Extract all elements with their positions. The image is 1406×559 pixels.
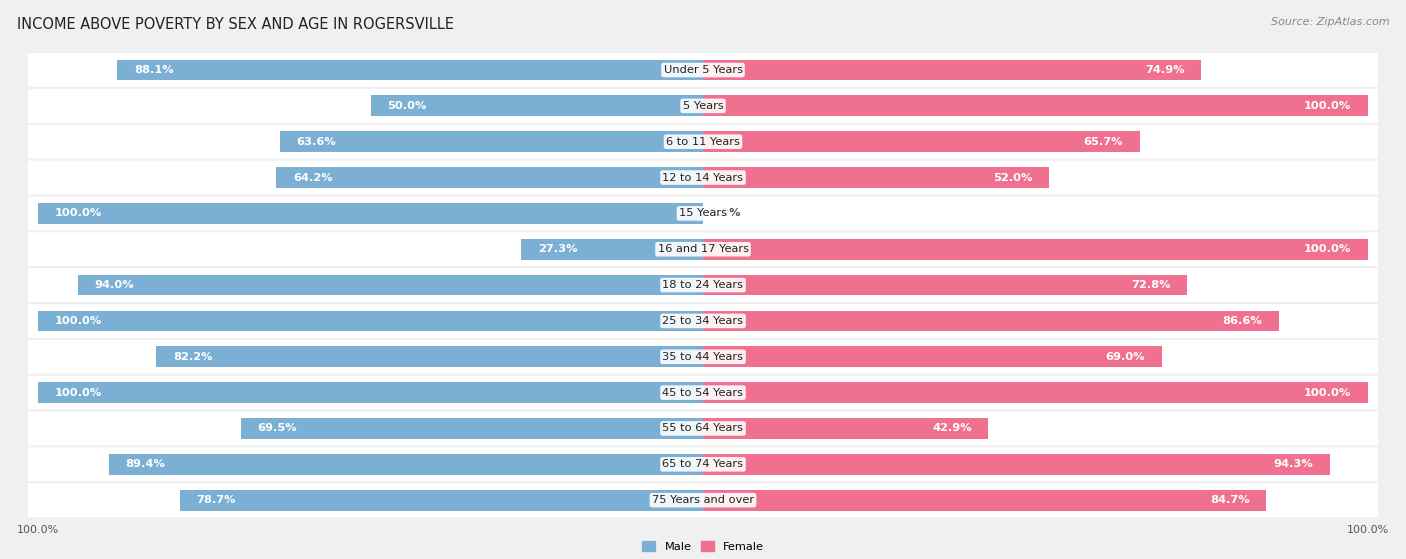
Bar bbox=[703, 490, 1267, 510]
Bar bbox=[703, 274, 1187, 296]
FancyBboxPatch shape bbox=[28, 233, 1378, 266]
Bar bbox=[117, 60, 703, 80]
Text: 0.0%: 0.0% bbox=[710, 209, 741, 219]
Text: 100.0%: 100.0% bbox=[55, 209, 103, 219]
Text: 64.2%: 64.2% bbox=[292, 173, 332, 183]
FancyBboxPatch shape bbox=[28, 376, 1378, 410]
FancyBboxPatch shape bbox=[28, 53, 1378, 87]
Text: 75 Years and over: 75 Years and over bbox=[652, 495, 754, 505]
Bar bbox=[371, 96, 703, 116]
Bar bbox=[77, 274, 703, 296]
Text: 94.0%: 94.0% bbox=[94, 280, 134, 290]
Bar bbox=[703, 239, 1368, 259]
Bar bbox=[703, 131, 1140, 152]
Text: 12 to 14 Years: 12 to 14 Years bbox=[662, 173, 744, 183]
Text: 100.0%: 100.0% bbox=[1303, 101, 1351, 111]
FancyBboxPatch shape bbox=[28, 89, 1378, 123]
Bar bbox=[280, 131, 703, 152]
Text: 100.0%: 100.0% bbox=[55, 316, 103, 326]
Bar bbox=[38, 382, 703, 403]
Text: 65 to 74 Years: 65 to 74 Years bbox=[662, 459, 744, 470]
Text: 94.3%: 94.3% bbox=[1274, 459, 1313, 470]
Text: 15 Years: 15 Years bbox=[679, 209, 727, 219]
Text: 25 to 34 Years: 25 to 34 Years bbox=[662, 316, 744, 326]
Text: 72.8%: 72.8% bbox=[1130, 280, 1170, 290]
Text: 86.6%: 86.6% bbox=[1222, 316, 1263, 326]
Text: 84.7%: 84.7% bbox=[1211, 495, 1250, 505]
Bar bbox=[703, 418, 988, 439]
FancyBboxPatch shape bbox=[28, 268, 1378, 302]
FancyBboxPatch shape bbox=[28, 411, 1378, 446]
Bar bbox=[703, 311, 1279, 331]
FancyBboxPatch shape bbox=[28, 304, 1378, 338]
Bar bbox=[156, 347, 703, 367]
FancyBboxPatch shape bbox=[28, 484, 1378, 517]
Text: 69.0%: 69.0% bbox=[1105, 352, 1144, 362]
Text: 55 to 64 Years: 55 to 64 Years bbox=[662, 424, 744, 433]
Text: Source: ZipAtlas.com: Source: ZipAtlas.com bbox=[1271, 17, 1389, 27]
Text: INCOME ABOVE POVERTY BY SEX AND AGE IN ROGERSVILLE: INCOME ABOVE POVERTY BY SEX AND AGE IN R… bbox=[17, 17, 454, 32]
Text: 88.1%: 88.1% bbox=[134, 65, 173, 75]
Text: Under 5 Years: Under 5 Years bbox=[664, 65, 742, 75]
Bar bbox=[703, 382, 1368, 403]
FancyBboxPatch shape bbox=[28, 447, 1378, 481]
Text: 35 to 44 Years: 35 to 44 Years bbox=[662, 352, 744, 362]
Text: 74.9%: 74.9% bbox=[1144, 65, 1184, 75]
Text: 16 and 17 Years: 16 and 17 Years bbox=[658, 244, 748, 254]
Text: 69.5%: 69.5% bbox=[257, 424, 297, 433]
Bar bbox=[38, 203, 703, 224]
Text: 100.0%: 100.0% bbox=[1303, 244, 1351, 254]
Bar bbox=[38, 311, 703, 331]
Legend: Male, Female: Male, Female bbox=[637, 537, 769, 556]
Bar bbox=[276, 167, 703, 188]
Text: 78.7%: 78.7% bbox=[197, 495, 236, 505]
Text: 89.4%: 89.4% bbox=[125, 459, 165, 470]
Bar bbox=[522, 239, 703, 259]
Text: 45 to 54 Years: 45 to 54 Years bbox=[662, 387, 744, 397]
FancyBboxPatch shape bbox=[28, 197, 1378, 230]
Text: 27.3%: 27.3% bbox=[538, 244, 578, 254]
FancyBboxPatch shape bbox=[28, 160, 1378, 195]
Text: 82.2%: 82.2% bbox=[173, 352, 212, 362]
Text: 6 to 11 Years: 6 to 11 Years bbox=[666, 137, 740, 146]
Bar bbox=[703, 60, 1201, 80]
Text: 50.0%: 50.0% bbox=[387, 101, 426, 111]
Bar bbox=[180, 490, 703, 510]
Bar bbox=[703, 96, 1368, 116]
Text: 63.6%: 63.6% bbox=[297, 137, 336, 146]
FancyBboxPatch shape bbox=[28, 125, 1378, 159]
Text: 100.0%: 100.0% bbox=[55, 387, 103, 397]
Text: 5 Years: 5 Years bbox=[683, 101, 723, 111]
Text: 42.9%: 42.9% bbox=[932, 424, 972, 433]
FancyBboxPatch shape bbox=[28, 340, 1378, 373]
Text: 52.0%: 52.0% bbox=[993, 173, 1032, 183]
Bar bbox=[703, 454, 1330, 475]
Text: 100.0%: 100.0% bbox=[1303, 387, 1351, 397]
Text: 65.7%: 65.7% bbox=[1084, 137, 1123, 146]
Bar bbox=[703, 347, 1161, 367]
Text: 18 to 24 Years: 18 to 24 Years bbox=[662, 280, 744, 290]
Bar bbox=[240, 418, 703, 439]
Bar bbox=[108, 454, 703, 475]
Bar bbox=[703, 167, 1049, 188]
